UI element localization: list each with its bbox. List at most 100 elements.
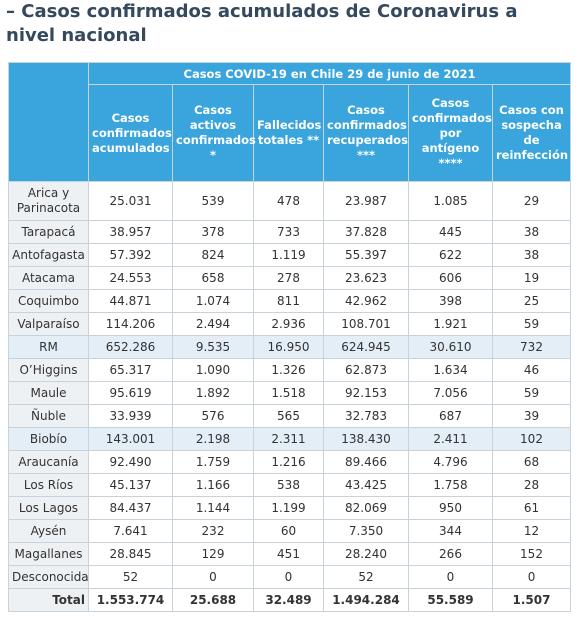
region-name: Biobío: [8, 427, 89, 451]
cell-value: 38: [491, 220, 572, 244]
cell-value: 2.936: [253, 312, 324, 336]
cell-value: 42.962: [323, 289, 409, 313]
table-row: Araucanía 92.490 1.759 1.216 89.466 4.796 68: [8, 450, 572, 474]
cell-value: 4.796: [408, 450, 493, 474]
cell-value: 624.945: [323, 335, 409, 359]
column-header: Casos con sospecha de reinfección: [491, 84, 572, 182]
cell-value: 232: [172, 519, 254, 543]
cell-value: 52: [323, 565, 409, 589]
cell-value: 59: [491, 381, 572, 405]
cell-value: 1.634: [408, 358, 493, 382]
table-caption: Casos COVID-19 en Chile 29 de junio de 2…: [87, 62, 572, 85]
cell-value: 658: [172, 266, 254, 290]
region-name: Maule: [8, 381, 89, 405]
table-row: Los Ríos 45.137 1.166 538 43.425 1.758 28: [8, 473, 572, 497]
cell-value: 55.589: [408, 588, 493, 612]
region-name: Atacama: [8, 266, 89, 290]
cell-value: 1.553.774: [88, 588, 173, 612]
cell-value: 95.619: [88, 381, 173, 405]
region-name: Antofagasta: [8, 243, 89, 267]
cell-value: 38: [491, 243, 572, 267]
cell-value: 1.090: [172, 358, 254, 382]
cell-value: 1.074: [172, 289, 254, 313]
cell-value: 143.001: [88, 427, 173, 451]
cell-value: 55.397: [323, 243, 409, 267]
cell-value: 824: [172, 243, 254, 267]
cell-value: 52: [88, 565, 173, 589]
cell-value: 102: [491, 427, 572, 451]
region-name: Ñuble: [8, 404, 89, 428]
region-name: Los Ríos: [8, 473, 89, 497]
cell-value: 57.392: [88, 243, 173, 267]
cell-value: 138.430: [323, 427, 409, 451]
cell-value: 398: [408, 289, 493, 313]
column-header: Casos confirmados acumulados: [88, 84, 173, 182]
cell-value: 68: [491, 450, 572, 474]
cell-value: 0: [172, 565, 254, 589]
column-header: Casos confirmados por antígeno ****: [408, 84, 493, 182]
region-name: Total: [8, 588, 89, 612]
cell-value: 278: [253, 266, 324, 290]
cell-value: 1.326: [253, 358, 324, 382]
cell-value: 0: [491, 565, 572, 589]
cell-value: 23.623: [323, 266, 409, 290]
cell-value: 82.069: [323, 496, 409, 520]
cell-value: 84.437: [88, 496, 173, 520]
cell-value: 576: [172, 404, 254, 428]
region-name: Los Lagos: [8, 496, 89, 520]
total-row: Total 1.553.774 25.688 32.489 1.494.284 55.58…: [8, 588, 572, 612]
cell-value: 38.957: [88, 220, 173, 244]
region-name: Aysén: [8, 519, 89, 543]
cell-value: 2.411: [408, 427, 493, 451]
cell-value: 1.758: [408, 473, 493, 497]
cell-value: 23.987: [323, 181, 409, 221]
cell-value: 16.950: [253, 335, 324, 359]
cell-value: 37.828: [323, 220, 409, 244]
cell-value: 28: [491, 473, 572, 497]
cell-value: 1.166: [172, 473, 254, 497]
table-row: Atacama 24.553 658 278 23.623 606 19: [8, 266, 572, 290]
region-name: Valparaíso: [8, 312, 89, 336]
cell-value: 1.518: [253, 381, 324, 405]
cell-value: 92.153: [323, 381, 409, 405]
table-row: Magallanes 28.845 129 451 28.240 266 152: [8, 542, 572, 566]
cell-value: 25.688: [172, 588, 254, 612]
cell-value: 60: [253, 519, 324, 543]
cell-value: 89.466: [323, 450, 409, 474]
cell-value: 2.494: [172, 312, 254, 336]
table-row: Maule 95.619 1.892 1.518 92.153 7.056 59: [8, 381, 572, 405]
table-row: O’Higgins 65.317 1.090 1.326 62.873 1.634 46: [8, 358, 572, 382]
cell-value: 1.759: [172, 450, 254, 474]
cell-value: 108.701: [323, 312, 409, 336]
cell-value: 30.610: [408, 335, 493, 359]
cell-value: 24.553: [88, 266, 173, 290]
cell-value: 32.489: [253, 588, 324, 612]
cell-value: 565: [253, 404, 324, 428]
cell-value: 32.783: [323, 404, 409, 428]
region-name: Coquimbo: [8, 289, 89, 313]
column-header: Fallecidos totales **: [253, 84, 324, 182]
cell-value: 0: [408, 565, 493, 589]
table-row: RM 652.286 9.535 16.950 624.945 30.610 732: [8, 335, 572, 359]
cell-value: 1.119: [253, 243, 324, 267]
cell-value: 28.845: [88, 542, 173, 566]
region-name: Tarapacá: [8, 220, 89, 244]
cell-value: 451: [253, 542, 324, 566]
cell-value: 539: [172, 181, 254, 221]
region-name: Araucanía: [8, 450, 89, 474]
cell-value: 25.031: [88, 181, 173, 221]
region-name: RM: [8, 335, 89, 359]
cell-value: 59: [491, 312, 572, 336]
cell-value: 1.144: [172, 496, 254, 520]
cell-value: 538: [253, 473, 324, 497]
table-row: Los Lagos 84.437 1.144 1.199 82.069 950 61: [8, 496, 572, 520]
table-row: Coquimbo 44.871 1.074 811 42.962 398 25: [8, 289, 572, 313]
cell-value: 1.199: [253, 496, 324, 520]
cell-value: 606: [408, 266, 493, 290]
cell-value: 61: [491, 496, 572, 520]
cell-value: 129: [172, 542, 254, 566]
cell-value: 25: [491, 289, 572, 313]
cell-value: 7.350: [323, 519, 409, 543]
cell-value: 733: [253, 220, 324, 244]
